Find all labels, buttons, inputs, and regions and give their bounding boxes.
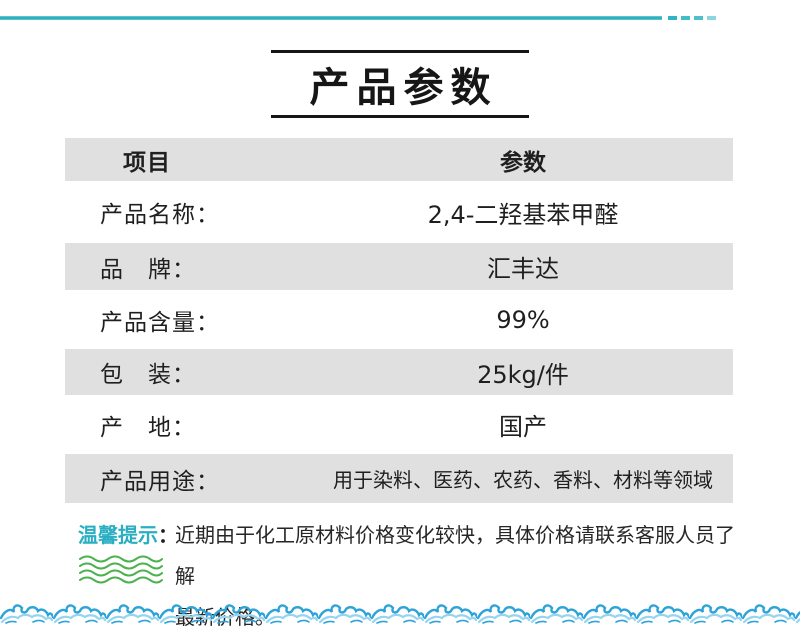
table-row: 产品名称： 2,4-二羟基苯甲醛: [65, 181, 733, 243]
row-label: 产品名称：: [100, 202, 220, 228]
table-row: 产品含量： 99%: [65, 290, 733, 349]
table-row: 品 牌： 汇丰达: [65, 243, 733, 290]
section-title-block: 产品参数: [271, 50, 529, 118]
warm-tip-label-text: 温馨提示: [78, 523, 158, 547]
green-squiggle-icon: [79, 555, 163, 584]
warm-tip-label: 温馨提示：: [78, 515, 178, 556]
dash-icon: [681, 16, 690, 20]
header-item-cell: 项目: [123, 149, 171, 176]
dash-icon: [694, 16, 703, 20]
row-value: 25kg/件: [477, 360, 569, 389]
row-label: 产 地：: [100, 414, 196, 441]
dash-icon: [668, 16, 677, 20]
page-title: 产品参数: [309, 65, 498, 111]
top-accent-line: [0, 16, 662, 20]
header-param-cell: 参数: [500, 149, 546, 176]
row-value: 国产: [499, 413, 547, 441]
row-value: 用于染料、医药、农药、香料、材料等领域: [333, 468, 713, 492]
row-label: 产品用途：: [100, 468, 220, 495]
dash-icon: [707, 16, 716, 20]
table-row: 产 地： 国产: [65, 395, 733, 454]
row-value: 汇丰达: [487, 255, 559, 283]
row-label: 包 装：: [100, 362, 196, 388]
row-value: 99%: [496, 305, 550, 334]
parameter-table: 项目 参数 产品名称： 2,4-二羟基苯甲醛 品 牌： 汇丰达 产品含量： 99…: [65, 138, 733, 503]
row-label: 产品含量：: [100, 309, 220, 336]
warm-tip-line1: 近期由于化工原材料价格变化较快，具体价格请联系客服人员了解: [175, 523, 735, 588]
row-value: 2,4-二羟基苯甲醛: [427, 200, 619, 229]
warm-tip-colon: ：: [158, 523, 178, 547]
table-row: 产品用途： 用于染料、医药、农药、香料、材料等领域: [65, 454, 733, 503]
row-label: 品 牌：: [100, 256, 196, 283]
top-accent-dashes: [668, 16, 716, 20]
table-header-row: 项目 参数: [65, 138, 733, 181]
wave-border-icon: [0, 602, 800, 628]
table-row: 包 装： 25kg/件: [65, 349, 733, 395]
